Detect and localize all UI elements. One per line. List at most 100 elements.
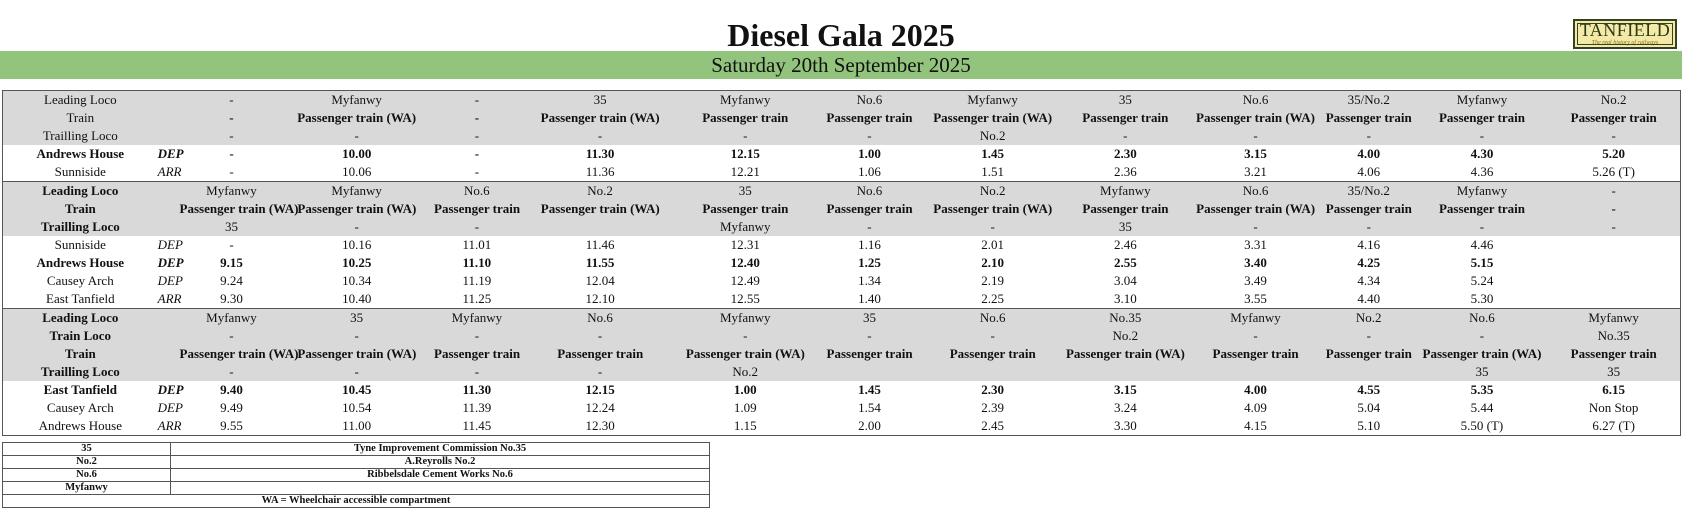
timetable-cell: 2.01: [981, 237, 1005, 252]
timetable-cell: Passenger train: [1082, 201, 1169, 216]
timetable-cell: No.6: [1242, 183, 1269, 198]
timetable-cell: -: [474, 92, 480, 107]
timetable-cell: -: [229, 92, 234, 107]
timetable-cell: No.2: [1600, 92, 1627, 107]
timetable-cell: 11.01: [462, 237, 492, 252]
logo-tagline: The real history of railways: [1591, 40, 1659, 46]
timetable-cell: 5.04: [1357, 400, 1381, 415]
row-code: DEP: [157, 146, 184, 161]
timetable-cell: 35: [738, 183, 752, 198]
legend-value: [170, 481, 710, 495]
legend-row: No.2 A.Reyrolls No.2: [2, 455, 710, 469]
timetable-cell: -: [597, 364, 603, 379]
timetable-cell: 10.06: [342, 164, 372, 179]
timetable-cell: 1.16: [858, 237, 881, 252]
timetable-cell: Passenger train (WA): [933, 110, 1053, 125]
timetable-cell: -: [597, 128, 603, 143]
timetable-cell: 10.00: [342, 146, 372, 161]
logo-name: TANFIELD: [1579, 20, 1671, 40]
timetable-cell: 12.04: [585, 273, 615, 288]
timetable-row: Leading Loco Myfanwy Myfanwy No.6 No.2 35 No.6…: [3, 182, 1680, 200]
timetable-cell: No.2: [732, 364, 759, 379]
timetable-cell: 1.51: [981, 164, 1005, 179]
timetable-cell: [925, 363, 1061, 381]
timetable-cell: Passenger train: [1325, 346, 1412, 361]
timetable-cell: 35: [224, 219, 238, 234]
timetable-cell: No.6: [856, 92, 883, 107]
timetable-cell: -: [867, 328, 872, 343]
timetable-cell: Passenger train: [1570, 110, 1657, 125]
row-code: [158, 363, 180, 381]
row-code: ARR: [157, 164, 182, 179]
timetable-cell: No.6: [1469, 310, 1495, 325]
timetable-cell: 4.36: [1470, 164, 1494, 179]
timetable-cell: -: [229, 237, 234, 252]
timetable-cell: Passenger train (WA): [1196, 110, 1315, 125]
timetable-row: Trailling Loco 35 - - Myfanwy - - 35 - - - -: [3, 218, 1680, 236]
row-code: DEP: [157, 273, 183, 288]
timetable-cell: 35: [1118, 92, 1132, 107]
row-code: ARR: [157, 418, 182, 433]
timetable-cell: Passenger train (WA): [1065, 346, 1185, 361]
timetable-cell: 3.04: [1113, 273, 1137, 288]
timetable-cell: -: [1611, 183, 1616, 198]
timetable-cell: 1.09: [733, 400, 757, 415]
timetable-cell: No.2: [587, 183, 613, 198]
timetable-cell: [1547, 272, 1680, 290]
timetable-cell: Passenger train: [1212, 346, 1299, 361]
legend-row: Myfanwy: [2, 481, 710, 495]
timetable-cell: 6.15: [1602, 382, 1626, 397]
timetable-cell: -: [1366, 128, 1371, 143]
timetable-cell: -: [229, 110, 234, 125]
row-code: [158, 109, 180, 127]
timetable-cell: No.35: [1109, 310, 1142, 325]
timetable-cell: Myfanwy: [719, 310, 771, 325]
timetable-cell: Passenger train (WA): [297, 346, 417, 361]
timetable-cell: -: [229, 164, 234, 179]
timetable-cell: 12.15: [730, 146, 760, 161]
timetable-cell: 12.31: [730, 237, 760, 252]
timetable-row: Train Passenger train (WA) Passenger train…: [3, 200, 1680, 218]
timetable-cell: 4.15: [1244, 418, 1267, 433]
timetable-cell: 10.34: [342, 273, 372, 288]
timetable-cell: [1547, 254, 1680, 272]
timetable-row: East Tanfield DEP 9.40 10.45 11.30 12.15 1.00 1…: [3, 381, 1680, 399]
timetable-cell: Passenger train (WA): [179, 346, 299, 361]
row-code: [158, 200, 180, 218]
timetable-cell: 11.36: [585, 164, 615, 179]
timetable-cell: Myfanwy: [1100, 183, 1151, 198]
timetable-cell: -: [354, 328, 359, 343]
timetable-cell: 2.36: [1113, 164, 1137, 179]
timetable-cell: -: [474, 328, 480, 343]
legend-table: 35 Tyne Improvement Commission No.35 No.2 A…: [2, 442, 710, 508]
timetable-cell: 4.06: [1357, 164, 1381, 179]
legend-value: Tyne Improvement Commission No.35: [170, 442, 710, 456]
timetable-cell: -: [597, 328, 603, 343]
row-label: Leading Loco: [42, 310, 119, 325]
timetable-row: Leading Loco - Myfanwy - 35 Myfanwy No.6 Myfanw…: [3, 91, 1680, 109]
timetable-cell: 5.50 (T): [1460, 418, 1504, 433]
timetable-section: Leading Loco Myfanwy Myfanwy No.6 No.2 35 No.6…: [2, 182, 1681, 309]
legend-key: No.2: [2, 455, 171, 469]
timetable-row: Andrews House DEP 9.15 10.25 11.10 11.55 12.40…: [3, 254, 1680, 272]
timetable-cell: Myfanwy: [1456, 183, 1508, 198]
timetable-cell: -: [1611, 219, 1616, 234]
timetable-cell: 11.30: [585, 146, 615, 161]
timetable-cell: Passenger train (WA): [179, 201, 299, 216]
legend-note-row: WA = Wheelchair accessible compartment: [2, 494, 710, 508]
timetable-cell: Myfanwy: [206, 310, 257, 325]
timetable-cell: 35: [1118, 219, 1132, 234]
row-code: [158, 309, 180, 327]
row-label: Trailling Loco: [42, 128, 118, 143]
timetable-cell: 2.30: [1113, 146, 1137, 161]
row-code: DEP: [157, 237, 183, 252]
timetable-cell: 11.10: [462, 255, 492, 270]
timetable-cell: -: [474, 110, 480, 125]
row-label: Train: [64, 201, 96, 216]
timetable-cell: -: [743, 128, 748, 143]
timetable-cell: 9.15: [220, 255, 243, 270]
timetable-cell: 9.49: [220, 400, 243, 415]
timetable-cell: -: [474, 219, 480, 234]
timetable-cell: -: [229, 364, 234, 379]
row-code: [158, 91, 180, 109]
